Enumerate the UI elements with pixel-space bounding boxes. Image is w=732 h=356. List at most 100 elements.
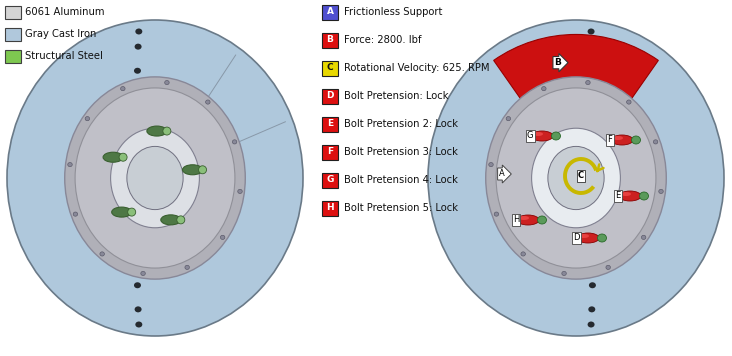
Bar: [322, 61, 338, 76]
Text: F: F: [608, 136, 613, 145]
Text: Frictionless Support: Frictionless Support: [344, 7, 442, 17]
Ellipse shape: [597, 234, 607, 242]
Ellipse shape: [531, 128, 621, 228]
Ellipse shape: [138, 23, 152, 333]
Text: B: B: [555, 58, 561, 67]
Ellipse shape: [578, 23, 591, 333]
Ellipse shape: [220, 235, 225, 240]
Ellipse shape: [144, 23, 159, 333]
Ellipse shape: [7, 20, 303, 336]
Ellipse shape: [548, 146, 604, 210]
Ellipse shape: [621, 192, 631, 196]
Wedge shape: [493, 35, 658, 127]
Ellipse shape: [489, 162, 493, 167]
Ellipse shape: [575, 23, 589, 333]
Ellipse shape: [428, 20, 724, 336]
Text: Structural Steel: Structural Steel: [25, 51, 103, 61]
Ellipse shape: [570, 23, 584, 333]
Ellipse shape: [531, 131, 553, 141]
Ellipse shape: [145, 23, 159, 333]
Ellipse shape: [165, 80, 169, 85]
Ellipse shape: [163, 127, 171, 135]
Ellipse shape: [135, 44, 141, 49]
Ellipse shape: [582, 23, 596, 333]
Ellipse shape: [161, 215, 181, 225]
Ellipse shape: [581, 23, 595, 333]
Ellipse shape: [506, 116, 511, 121]
Ellipse shape: [486, 77, 666, 279]
Ellipse shape: [606, 265, 610, 269]
Ellipse shape: [177, 216, 184, 224]
Ellipse shape: [141, 23, 154, 333]
Ellipse shape: [129, 23, 143, 333]
Ellipse shape: [589, 99, 597, 105]
Ellipse shape: [141, 23, 155, 333]
Ellipse shape: [613, 136, 623, 140]
Ellipse shape: [75, 88, 235, 268]
Ellipse shape: [73, 212, 78, 216]
Ellipse shape: [136, 23, 150, 333]
Ellipse shape: [135, 307, 141, 312]
Text: H: H: [513, 215, 519, 225]
Ellipse shape: [133, 136, 141, 142]
Ellipse shape: [575, 23, 589, 333]
Ellipse shape: [135, 28, 142, 35]
Ellipse shape: [589, 44, 595, 49]
Ellipse shape: [198, 166, 206, 174]
Ellipse shape: [100, 252, 105, 256]
Ellipse shape: [182, 165, 203, 175]
Ellipse shape: [140, 23, 154, 333]
Ellipse shape: [578, 23, 592, 333]
Ellipse shape: [147, 23, 161, 333]
Ellipse shape: [112, 207, 132, 217]
Ellipse shape: [131, 23, 145, 333]
Ellipse shape: [585, 23, 599, 333]
Ellipse shape: [571, 23, 585, 333]
Ellipse shape: [577, 23, 591, 333]
Ellipse shape: [619, 191, 641, 201]
Ellipse shape: [582, 23, 597, 333]
Ellipse shape: [133, 99, 141, 105]
Ellipse shape: [587, 23, 601, 333]
Ellipse shape: [537, 216, 547, 224]
Ellipse shape: [586, 23, 600, 333]
Text: C: C: [326, 63, 333, 73]
Text: Gray Cast Iron: Gray Cast Iron: [25, 29, 97, 39]
Text: E: E: [616, 192, 621, 200]
Ellipse shape: [589, 251, 597, 257]
Ellipse shape: [627, 100, 631, 104]
Ellipse shape: [590, 136, 597, 142]
Ellipse shape: [590, 175, 597, 181]
Bar: [322, 173, 338, 188]
Text: G: G: [326, 176, 334, 184]
Ellipse shape: [588, 321, 594, 328]
Text: Bolt Pretension: Lock: Bolt Pretension: Lock: [344, 91, 449, 101]
Ellipse shape: [147, 126, 167, 136]
Ellipse shape: [542, 87, 546, 91]
Bar: [322, 201, 338, 216]
Bar: [322, 89, 338, 104]
Ellipse shape: [68, 162, 72, 167]
Bar: [5, 6, 21, 19]
Ellipse shape: [640, 192, 649, 200]
Ellipse shape: [133, 23, 147, 333]
Ellipse shape: [132, 23, 146, 333]
Ellipse shape: [127, 208, 135, 216]
Text: F: F: [327, 147, 333, 157]
Text: D: D: [572, 234, 579, 242]
Ellipse shape: [572, 23, 586, 333]
Ellipse shape: [103, 152, 123, 162]
Ellipse shape: [133, 214, 141, 220]
Ellipse shape: [64, 77, 245, 279]
Ellipse shape: [206, 100, 210, 104]
Ellipse shape: [134, 68, 141, 74]
Ellipse shape: [577, 233, 599, 243]
Ellipse shape: [584, 23, 598, 333]
Ellipse shape: [121, 87, 125, 91]
Bar: [322, 117, 338, 132]
Text: Bolt Pretension 5: Lock: Bolt Pretension 5: Lock: [344, 203, 458, 213]
Ellipse shape: [137, 23, 151, 333]
Ellipse shape: [135, 321, 142, 328]
Text: 6061 Aluminum: 6061 Aluminum: [25, 7, 105, 17]
Ellipse shape: [583, 23, 598, 333]
